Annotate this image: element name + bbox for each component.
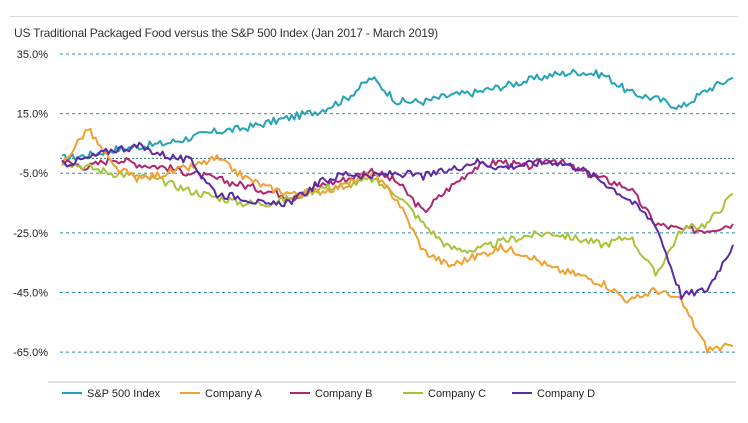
gridlines <box>60 53 736 353</box>
y-axis-ticks: 35.0% 15.0% -5.0% -25.0% -45.0% -65.0% <box>13 49 48 359</box>
y-tick-label: -25.0% <box>13 228 48 240</box>
y-tick-label: 35.0% <box>17 49 48 61</box>
y-tick-label: -65.0% <box>13 347 48 359</box>
series-line-company-b <box>61 156 734 235</box>
legend-label: Company A <box>205 388 263 400</box>
series-line-company-a <box>61 127 734 354</box>
series-line-company-d <box>61 141 734 300</box>
series-lines <box>61 68 734 354</box>
title-divider <box>10 16 738 17</box>
y-tick-label: 15.0% <box>17 109 48 121</box>
legend-label: Company C <box>428 388 486 400</box>
chart-title: US Traditional Packaged Food versus the … <box>14 26 438 40</box>
legend: S&P 500 Index Company A Company B Company C… <box>62 388 595 400</box>
y-tick-label: -5.0% <box>19 168 48 180</box>
series-line-s-p-500-index <box>61 68 734 163</box>
legend-label: Company D <box>537 388 595 400</box>
legend-label: S&P 500 Index <box>87 388 161 400</box>
series-line-company-c <box>61 159 734 277</box>
legend-label: Company B <box>315 388 372 400</box>
y-tick-label: -45.0% <box>13 288 48 300</box>
